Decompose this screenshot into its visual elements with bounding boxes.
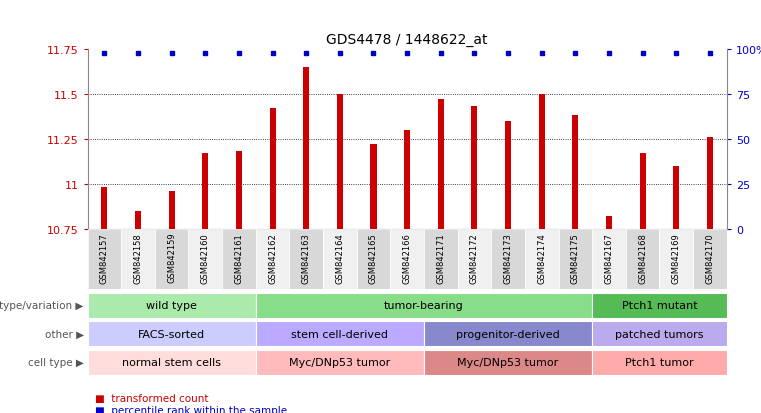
Text: GSM842165: GSM842165 xyxy=(369,232,378,283)
Bar xyxy=(169,192,175,229)
Bar xyxy=(88,229,121,289)
Text: wild type: wild type xyxy=(146,300,197,311)
Bar xyxy=(606,217,612,229)
Bar xyxy=(202,154,209,229)
Bar xyxy=(693,229,727,289)
Bar xyxy=(337,95,343,229)
Bar xyxy=(457,229,492,289)
Text: GSM842160: GSM842160 xyxy=(201,232,210,283)
Bar xyxy=(492,229,525,289)
Bar xyxy=(357,229,390,289)
Bar xyxy=(438,100,444,229)
Bar xyxy=(269,109,275,229)
Text: GSM842174: GSM842174 xyxy=(537,232,546,283)
Bar xyxy=(660,229,693,289)
Bar xyxy=(559,229,592,289)
Bar xyxy=(673,166,680,229)
Text: GSM842169: GSM842169 xyxy=(672,232,681,283)
Bar xyxy=(189,229,222,289)
Text: Myc/DNp53 tumor: Myc/DNp53 tumor xyxy=(289,357,390,368)
Text: stem cell-derived: stem cell-derived xyxy=(291,329,388,339)
Text: GSM842175: GSM842175 xyxy=(571,232,580,283)
Text: GSM842168: GSM842168 xyxy=(638,232,647,283)
Bar xyxy=(505,121,511,229)
Text: Ptch1 tumor: Ptch1 tumor xyxy=(625,357,694,368)
Text: cell type ▶: cell type ▶ xyxy=(28,357,84,368)
Bar xyxy=(323,229,357,289)
Text: progenitor-derived: progenitor-derived xyxy=(456,329,560,339)
Bar xyxy=(222,229,256,289)
Text: GSM842158: GSM842158 xyxy=(133,232,142,283)
Bar xyxy=(236,152,242,229)
Text: GSM842170: GSM842170 xyxy=(705,232,715,283)
Bar xyxy=(135,211,141,229)
Text: GSM842159: GSM842159 xyxy=(167,232,176,283)
Bar xyxy=(371,145,377,229)
Text: GSM842164: GSM842164 xyxy=(336,232,344,283)
Bar xyxy=(525,229,559,289)
Bar xyxy=(303,67,309,229)
Bar xyxy=(626,229,660,289)
Bar xyxy=(121,229,154,289)
Text: normal stem cells: normal stem cells xyxy=(122,357,221,368)
Text: GSM842173: GSM842173 xyxy=(504,232,513,283)
Text: GSM842162: GSM842162 xyxy=(268,232,277,283)
Text: other ▶: other ▶ xyxy=(45,329,84,339)
Bar xyxy=(424,229,457,289)
Title: GDS4478 / 1448622_at: GDS4478 / 1448622_at xyxy=(326,33,488,47)
Text: Ptch1 mutant: Ptch1 mutant xyxy=(622,300,697,311)
Bar xyxy=(390,229,424,289)
Bar xyxy=(471,107,477,229)
Text: GSM842163: GSM842163 xyxy=(301,232,310,283)
Bar xyxy=(572,116,578,229)
Bar xyxy=(256,229,289,289)
Text: genotype/variation ▶: genotype/variation ▶ xyxy=(0,300,84,311)
Text: GSM842166: GSM842166 xyxy=(403,232,412,283)
Bar xyxy=(154,229,189,289)
Text: patched tumors: patched tumors xyxy=(615,329,704,339)
Bar xyxy=(404,131,410,229)
Text: FACS-sorted: FACS-sorted xyxy=(138,329,205,339)
Bar xyxy=(539,95,545,229)
Bar xyxy=(101,188,107,229)
Text: GSM842167: GSM842167 xyxy=(604,232,613,283)
Text: GSM842157: GSM842157 xyxy=(100,232,109,283)
Text: tumor-bearing: tumor-bearing xyxy=(384,300,464,311)
Text: GSM842171: GSM842171 xyxy=(436,232,445,283)
Text: GSM842172: GSM842172 xyxy=(470,232,479,283)
Text: ■  transformed count: ■ transformed count xyxy=(95,393,209,403)
Bar xyxy=(592,229,626,289)
Text: ■  percentile rank within the sample: ■ percentile rank within the sample xyxy=(95,405,287,413)
Bar xyxy=(639,154,645,229)
Text: GSM842161: GSM842161 xyxy=(234,232,244,283)
Bar xyxy=(707,138,713,229)
Text: Myc/DNp53 tumor: Myc/DNp53 tumor xyxy=(457,357,559,368)
Bar xyxy=(289,229,323,289)
